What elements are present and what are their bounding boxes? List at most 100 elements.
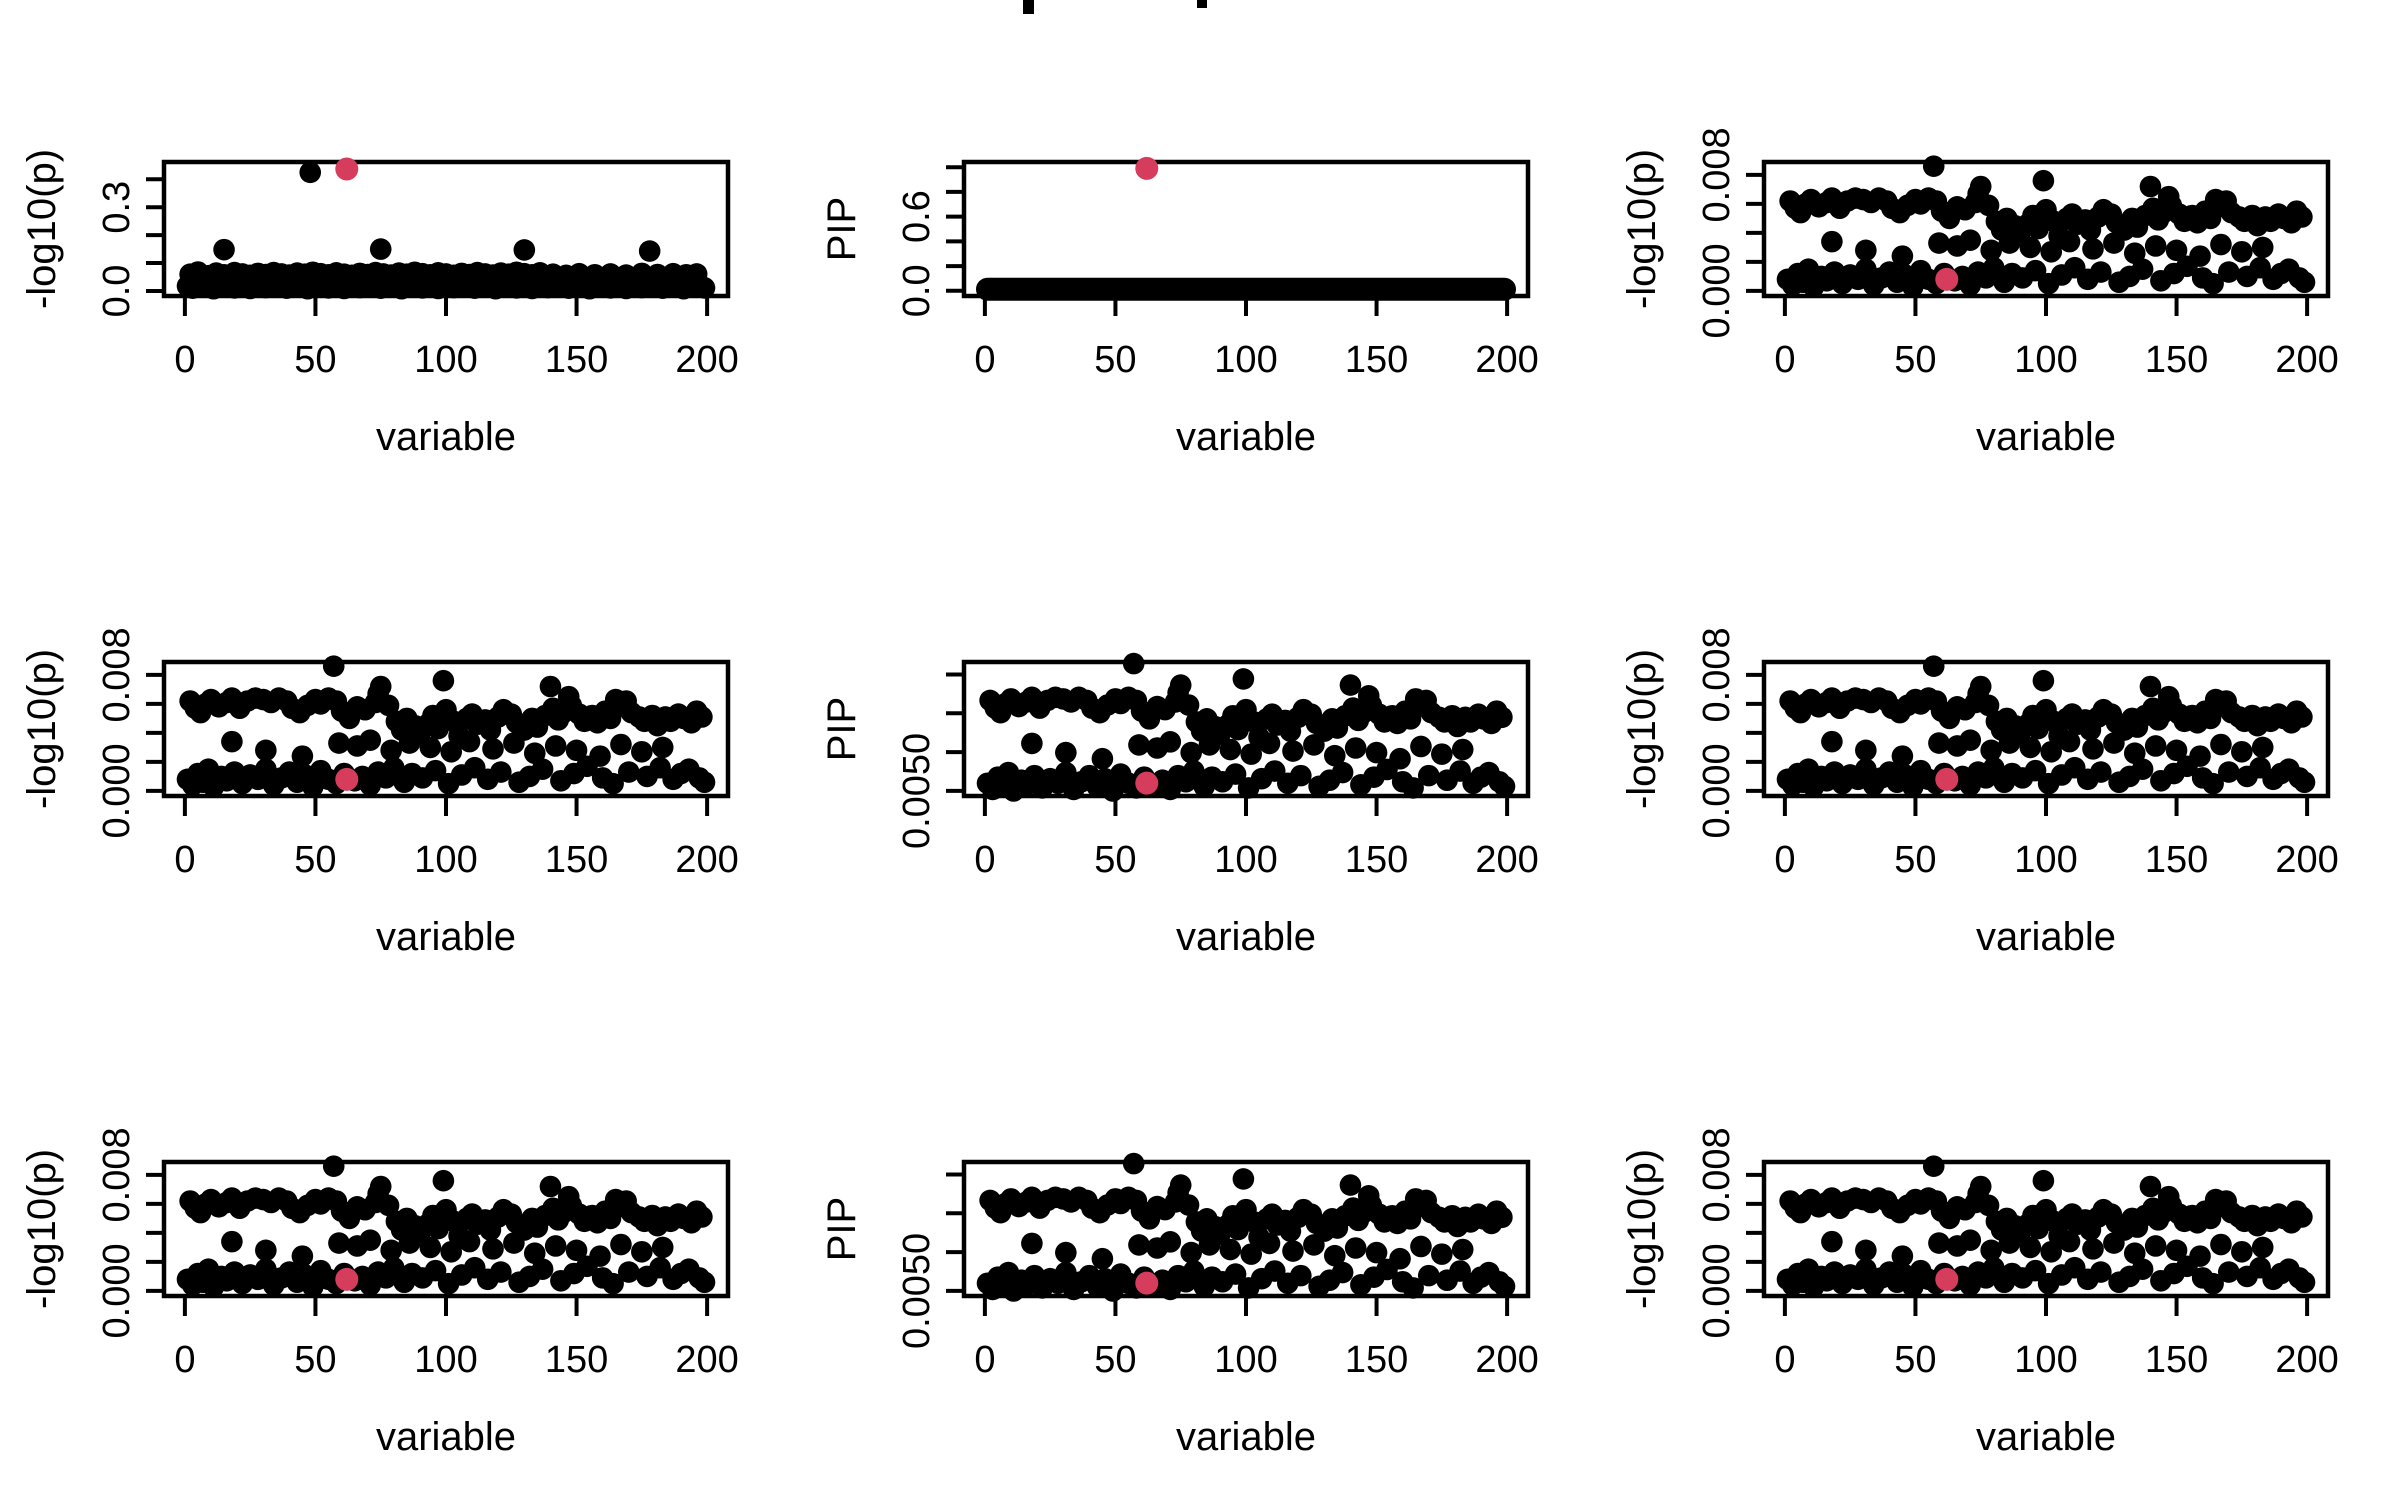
data-point — [693, 1271, 716, 1294]
x-axis-label: variable — [1976, 415, 2116, 459]
data-point — [2204, 1188, 2227, 1211]
x-tick-label: 0 — [1774, 1339, 1795, 1381]
data-point — [1928, 732, 1950, 754]
data-point — [2293, 771, 2316, 794]
y-tick-label: 0.3 — [96, 181, 138, 234]
x-tick-label: 0 — [174, 339, 195, 381]
data-point — [539, 675, 562, 698]
x-tick-label: 50 — [294, 1339, 336, 1381]
data-point — [2103, 232, 2125, 254]
data-point — [1357, 685, 1380, 707]
data-point — [2024, 259, 2047, 282]
data-point — [1821, 230, 1843, 253]
data-point — [377, 694, 400, 717]
y-tick-label: 0.0050 — [896, 733, 938, 849]
y-tick-label: 0.000 — [96, 1243, 138, 1338]
data-point — [2032, 1169, 2055, 1192]
data-point — [2144, 235, 2167, 257]
y-axis-label: -log10(p) — [1620, 1149, 1664, 1309]
x-axis-label: variable — [376, 415, 516, 459]
x-tick-label: 50 — [1094, 339, 1136, 381]
data-point — [1959, 729, 1982, 751]
data-point — [1451, 1238, 1474, 1261]
data-point — [2217, 761, 2240, 783]
data-point — [2157, 185, 2180, 208]
data-point — [1232, 1168, 1255, 1190]
data-point — [604, 1188, 627, 1211]
data-point — [2293, 1271, 2316, 1294]
data-point — [1021, 1232, 1043, 1255]
data-point — [369, 675, 392, 698]
data-point — [2058, 230, 2081, 253]
data-point — [1404, 1188, 1427, 1210]
data-point — [1431, 743, 1453, 765]
data-point — [1855, 239, 1877, 262]
data-point — [2202, 772, 2224, 795]
data-point — [1258, 1232, 1281, 1255]
data-point — [2139, 675, 2162, 698]
x-axis-label: variable — [376, 1415, 516, 1459]
data-point — [523, 1242, 546, 1265]
data-point — [2131, 258, 2154, 280]
data-point — [1922, 1155, 1945, 1178]
scatter-panel-r3c3: 0 50 100 150 200 variable 0.000 0.008 -log10(p) — [1620, 1127, 2339, 1459]
data-point — [369, 238, 392, 260]
data-point — [1493, 775, 1516, 798]
x-tick-label: 50 — [1094, 1339, 1136, 1381]
data-point — [691, 1206, 713, 1228]
x-tick-label: 100 — [1214, 1339, 1277, 1381]
y-tick-label: 0.008 — [1696, 627, 1738, 722]
data-point — [1977, 194, 2000, 217]
data-point — [1969, 175, 1992, 198]
data-point — [1159, 1231, 1182, 1253]
highlight-point — [1135, 1271, 1159, 1295]
data-point — [322, 1155, 345, 1178]
x-axis-label: variable — [1176, 1415, 1316, 1459]
data-point — [2019, 1236, 2042, 1259]
scatter-panel-r2c2: 0 50 100 150 200 variable 0.0050 PIP — [820, 652, 1539, 959]
data-point — [1323, 744, 1346, 767]
data-point — [1303, 734, 1325, 756]
data-point — [398, 732, 421, 754]
data-point — [1977, 1194, 2000, 1217]
data-point — [1159, 731, 1182, 753]
data-point — [1177, 1194, 1200, 1216]
data-point — [369, 1175, 392, 1198]
data-point — [2217, 261, 2240, 283]
data-point — [1290, 764, 1312, 787]
data-point — [1339, 674, 1362, 696]
y-tick-label: 0.008 — [1696, 127, 1738, 222]
scatter-panel-r2c1: 0 50 100 150 200 variable 0.000 0.008 -log10(p) — [20, 627, 739, 959]
data-point — [638, 240, 661, 262]
data-point — [1969, 1175, 1992, 1198]
data-point — [380, 1239, 402, 1262]
data-point — [2251, 236, 2274, 259]
scatter-panel-r1c3: 0 50 100 150 200 variable 0.000 0.008 -log10(p) — [1620, 127, 2339, 459]
data-point — [691, 706, 713, 728]
x-tick-label: 100 — [414, 1339, 477, 1381]
x-tick-label: 150 — [1345, 1339, 1408, 1381]
data-point — [1128, 734, 1150, 756]
data-point — [2123, 242, 2146, 265]
data-point — [503, 732, 525, 754]
data-point — [544, 735, 567, 757]
data-point — [1493, 1275, 1516, 1298]
data-point — [2082, 238, 2104, 260]
x-tick-label: 200 — [675, 339, 738, 381]
y-tick-label: 0.008 — [96, 1127, 138, 1222]
x-tick-label: 150 — [2145, 339, 2208, 381]
x-axis-label: variable — [376, 915, 516, 959]
scatter-panel-r2c3: 0 50 100 150 200 variable 0.000 0.008 -log10(p) — [1620, 627, 2339, 959]
data-point — [1240, 1243, 1263, 1265]
x-tick-label: 200 — [1475, 1339, 1538, 1381]
data-point — [380, 739, 402, 762]
data-point — [1169, 674, 1192, 696]
data-point — [1232, 668, 1255, 690]
data-point — [377, 1194, 400, 1217]
x-tick-label: 200 — [675, 839, 738, 881]
highlight-point — [335, 767, 359, 791]
data-point — [2204, 188, 2227, 211]
data-point — [255, 739, 277, 762]
data-point — [1128, 1234, 1150, 1256]
data-point — [2202, 272, 2224, 295]
